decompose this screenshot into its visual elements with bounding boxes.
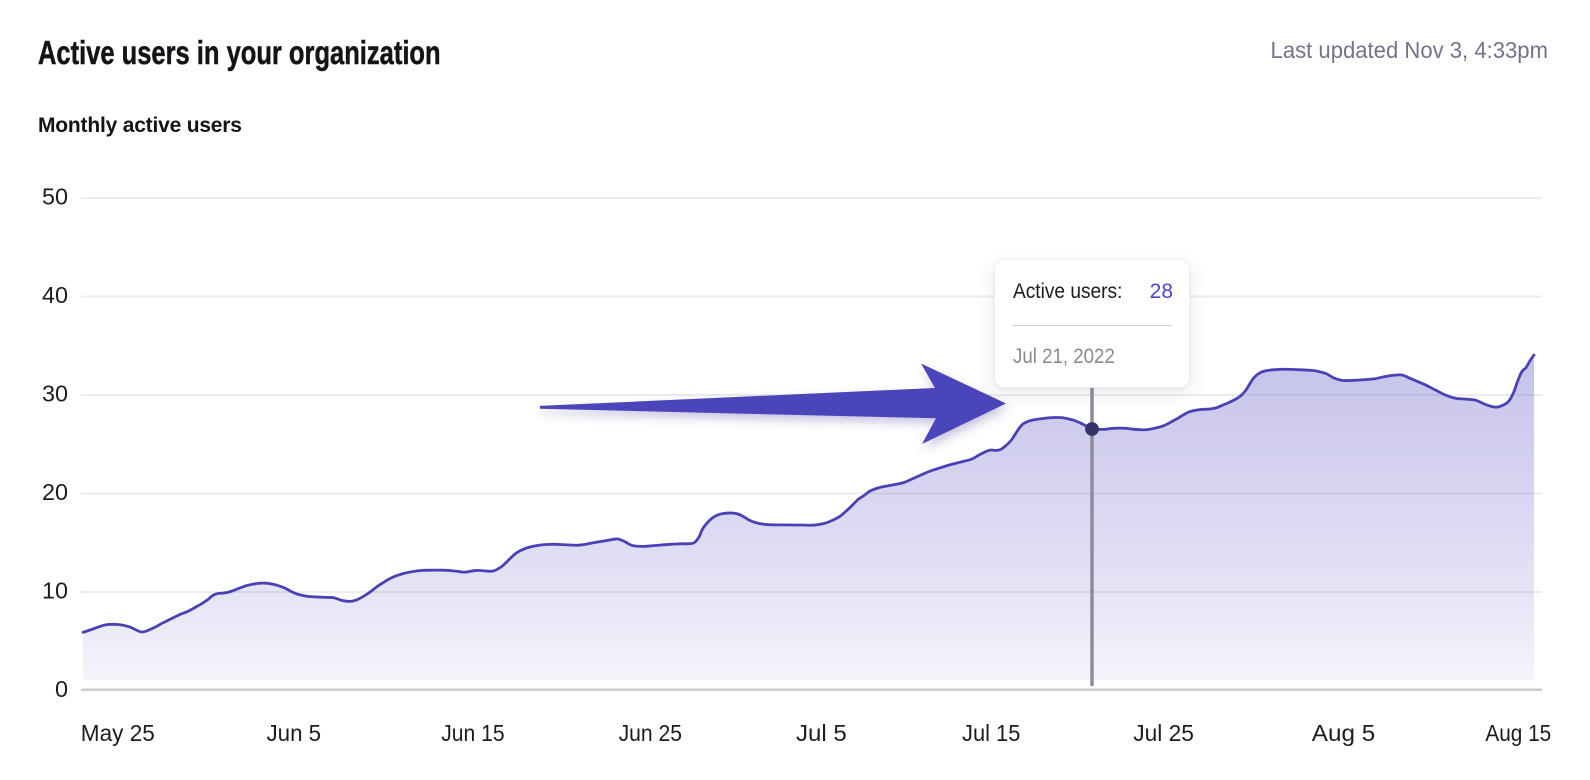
svg-text:0: 0 [55,676,68,702]
svg-text:Jul 25: Jul 25 [1133,720,1194,746]
svg-text:50: 50 [42,184,68,210]
svg-text:Aug 15: Aug 15 [1485,720,1551,746]
svg-text:Aug 5: Aug 5 [1312,720,1375,746]
svg-text:Jun 5: Jun 5 [267,720,322,746]
svg-text:Jun 25: Jun 25 [619,720,682,746]
svg-text:30: 30 [42,381,68,407]
svg-text:20: 20 [42,479,68,505]
svg-text:40: 40 [42,282,68,308]
svg-text:May 25: May 25 [81,720,155,746]
svg-text:Jun 15: Jun 15 [441,720,504,746]
svg-text:Jul 15: Jul 15 [962,720,1020,746]
svg-text:Jul 5: Jul 5 [796,720,847,746]
svg-text:10: 10 [42,578,68,604]
